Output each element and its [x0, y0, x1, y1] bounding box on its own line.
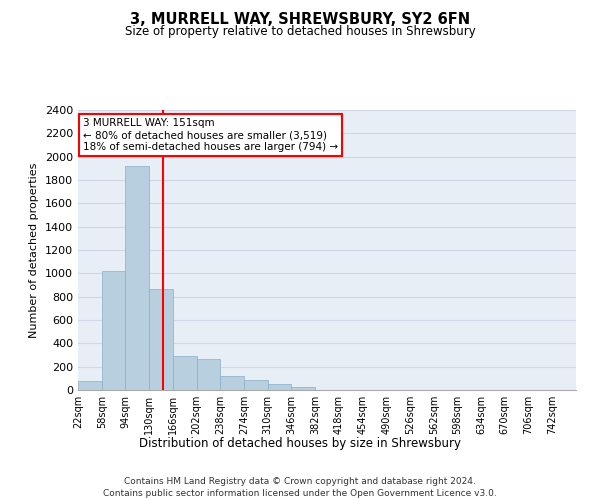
- Text: 3 MURRELL WAY: 151sqm
← 80% of detached houses are smaller (3,519)
18% of semi-d: 3 MURRELL WAY: 151sqm ← 80% of detached …: [83, 118, 338, 152]
- Y-axis label: Number of detached properties: Number of detached properties: [29, 162, 40, 338]
- Text: Size of property relative to detached houses in Shrewsbury: Size of property relative to detached ho…: [125, 25, 475, 38]
- Bar: [268, 384, 292, 390]
- Bar: [149, 288, 173, 390]
- Bar: [78, 380, 102, 390]
- Bar: [125, 166, 149, 390]
- Text: Contains HM Land Registry data © Crown copyright and database right 2024.: Contains HM Land Registry data © Crown c…: [124, 478, 476, 486]
- Text: 3, MURRELL WAY, SHREWSBURY, SY2 6FN: 3, MURRELL WAY, SHREWSBURY, SY2 6FN: [130, 12, 470, 28]
- Bar: [197, 358, 220, 390]
- Bar: [220, 376, 244, 390]
- Text: Contains public sector information licensed under the Open Government Licence v3: Contains public sector information licen…: [103, 489, 497, 498]
- Text: Distribution of detached houses by size in Shrewsbury: Distribution of detached houses by size …: [139, 438, 461, 450]
- Bar: [102, 271, 125, 390]
- Bar: [244, 380, 268, 390]
- Bar: [292, 386, 315, 390]
- Bar: [173, 356, 197, 390]
